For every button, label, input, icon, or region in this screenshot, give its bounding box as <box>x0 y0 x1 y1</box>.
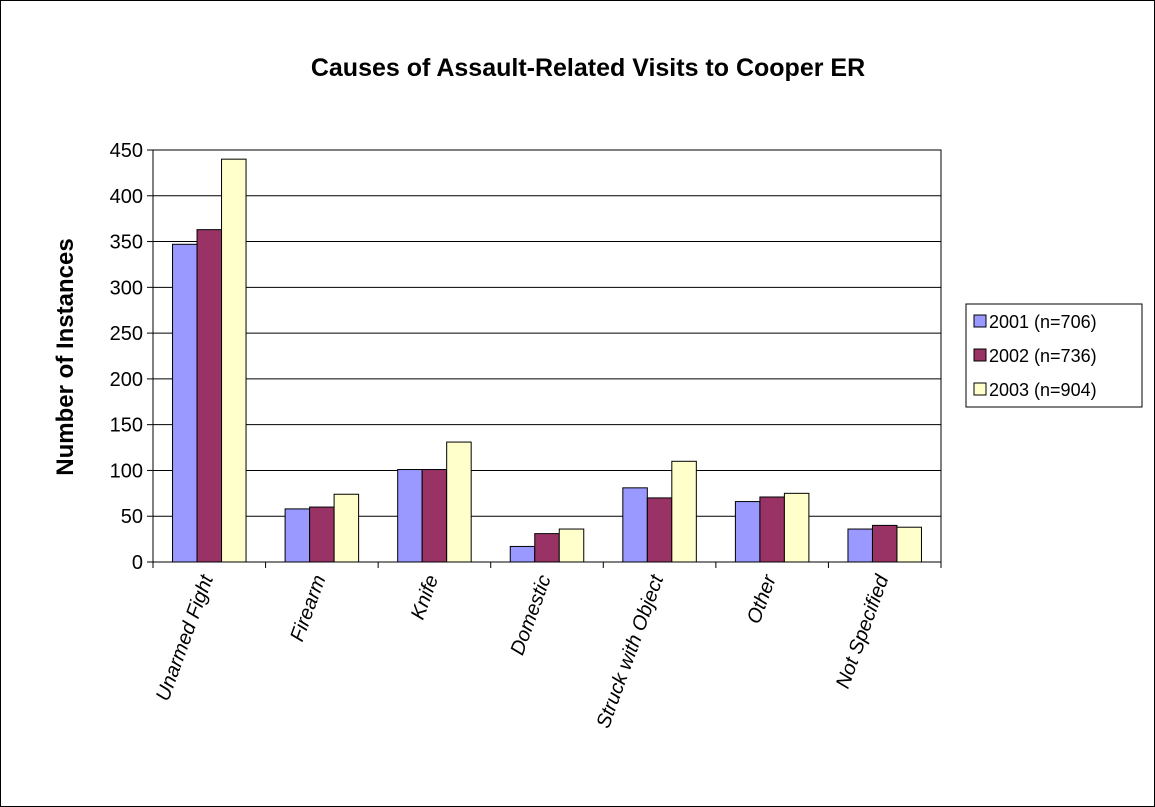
y-tick-label: 400 <box>110 186 143 208</box>
bar <box>284 508 311 563</box>
x-tick-label: Unarmed Fight <box>152 571 218 704</box>
y-tick-label: 450 <box>110 140 143 162</box>
gridlines <box>153 149 941 517</box>
legend-label-2002: 2002 (n=736) <box>989 346 1097 366</box>
legend-label-2001: 2001 (n=706) <box>989 312 1097 332</box>
bar <box>734 501 761 563</box>
x-tick-label: Other <box>743 571 781 627</box>
y-tick-label: 150 <box>110 415 143 437</box>
y-tick-label: 300 <box>110 277 143 299</box>
legend-swatch-2002 <box>973 348 987 362</box>
bar <box>622 487 648 563</box>
y-axis-label: Number of Instances <box>52 238 79 475</box>
bar <box>397 469 423 563</box>
legend-label-2003: 2003 (n=904) <box>989 380 1097 400</box>
bar <box>534 533 560 563</box>
bar <box>172 243 198 563</box>
legend-swatch-2003 <box>973 382 987 396</box>
bar <box>333 493 360 563</box>
y-tick-label: 350 <box>110 232 143 254</box>
bars <box>172 158 922 563</box>
x-tick-label: Domestic <box>507 572 556 658</box>
x-tick-label: Knife <box>407 572 443 622</box>
x-axis: Unarmed Fight Firearm Knife Domestic Struck … <box>152 562 942 731</box>
bar <box>847 528 873 563</box>
bar <box>196 229 223 563</box>
x-tick-label: Firearm <box>286 572 330 644</box>
legend-box <box>965 303 1143 408</box>
x-tick-label: Struck with Object <box>592 571 668 731</box>
legend-swatch-2001 <box>973 314 987 328</box>
bar <box>759 496 785 563</box>
chart-title: Causes of Assault-Related Visits to Coop… <box>311 54 865 82</box>
bar <box>783 492 810 563</box>
y-tick-label: 200 <box>110 369 143 391</box>
bar <box>671 460 697 563</box>
y-tick-label: 50 <box>121 506 143 528</box>
bar <box>421 469 448 563</box>
bar <box>221 158 247 563</box>
bar <box>558 528 585 563</box>
x-tick-label: Not Specified <box>832 571 894 691</box>
y-tick-label: 0 <box>132 552 143 574</box>
bar <box>309 506 335 563</box>
bar <box>446 441 472 563</box>
legend: 2001 (n=706) 2002 (n=736) 2003 (n=904) <box>965 303 1143 408</box>
y-tick-label: 250 <box>110 323 143 345</box>
y-axis: 0 50 100 150 200 250 300 350 400 450 <box>110 140 153 574</box>
bar <box>646 497 673 563</box>
bar <box>509 545 536 563</box>
plot-area-border <box>152 149 942 563</box>
bar <box>871 524 898 563</box>
bar <box>896 526 922 563</box>
y-tick-label: 100 <box>110 460 143 482</box>
